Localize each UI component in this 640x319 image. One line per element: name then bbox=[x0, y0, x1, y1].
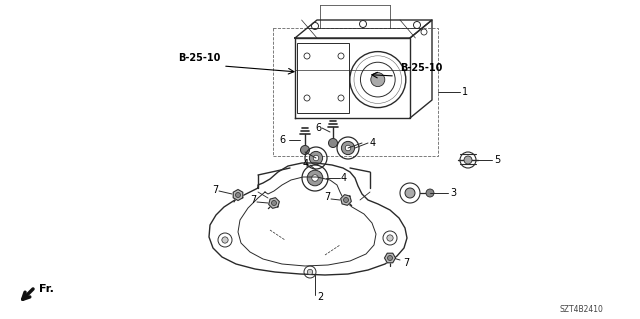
Circle shape bbox=[301, 145, 310, 154]
Polygon shape bbox=[269, 198, 279, 208]
Text: 4: 4 bbox=[303, 159, 309, 169]
Circle shape bbox=[387, 235, 393, 241]
Circle shape bbox=[222, 237, 228, 243]
Text: 1: 1 bbox=[462, 87, 468, 97]
Circle shape bbox=[236, 192, 241, 197]
Circle shape bbox=[464, 156, 472, 164]
Text: 6: 6 bbox=[280, 135, 286, 145]
Circle shape bbox=[307, 269, 313, 275]
Text: 7: 7 bbox=[403, 258, 409, 268]
Text: SZT4B2410: SZT4B2410 bbox=[560, 305, 604, 314]
Circle shape bbox=[312, 175, 318, 181]
Bar bbox=[297, 43, 349, 113]
Circle shape bbox=[426, 189, 434, 197]
Polygon shape bbox=[233, 189, 243, 201]
Circle shape bbox=[405, 188, 415, 198]
Text: 6: 6 bbox=[316, 123, 322, 133]
Text: 5: 5 bbox=[494, 155, 500, 165]
Circle shape bbox=[387, 256, 392, 261]
Text: B-25-10: B-25-10 bbox=[400, 63, 442, 73]
Circle shape bbox=[307, 170, 323, 186]
Text: 7: 7 bbox=[212, 185, 218, 195]
Polygon shape bbox=[340, 195, 351, 205]
Circle shape bbox=[328, 138, 337, 147]
Text: 4: 4 bbox=[370, 138, 376, 148]
Text: Fr.: Fr. bbox=[39, 284, 54, 294]
Circle shape bbox=[341, 141, 355, 155]
Circle shape bbox=[344, 197, 349, 203]
Text: 7: 7 bbox=[250, 195, 256, 205]
Text: 2: 2 bbox=[317, 292, 323, 302]
Text: 3: 3 bbox=[450, 188, 456, 198]
Circle shape bbox=[309, 152, 323, 165]
Bar bbox=[273, 28, 438, 156]
Polygon shape bbox=[385, 253, 396, 263]
Text: 7: 7 bbox=[324, 192, 330, 202]
Text: B-25-10: B-25-10 bbox=[178, 53, 220, 63]
Circle shape bbox=[313, 155, 319, 161]
Circle shape bbox=[345, 145, 351, 151]
Circle shape bbox=[271, 201, 276, 205]
Circle shape bbox=[371, 73, 385, 86]
Text: 4: 4 bbox=[341, 173, 347, 183]
